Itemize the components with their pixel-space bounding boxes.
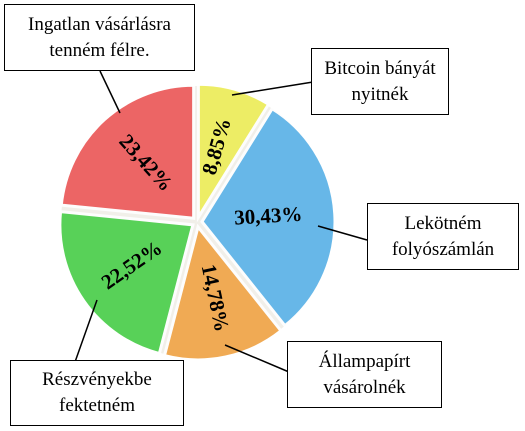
pie-slice xyxy=(196,82,271,223)
leader-line xyxy=(224,344,290,373)
pie-slice xyxy=(162,223,284,362)
leader-line xyxy=(74,299,98,363)
leader-line xyxy=(231,81,314,96)
pie-slice xyxy=(58,210,195,356)
leader-line xyxy=(99,70,121,114)
category-label: Bitcoin bányát nyitnék xyxy=(311,48,449,115)
category-label: Ingatlan vásárlásra tenném félre. xyxy=(4,4,195,71)
pie-slice xyxy=(200,106,337,328)
pie-slice xyxy=(59,83,196,220)
value-label: 30,43% xyxy=(233,202,303,230)
leader-line xyxy=(317,225,368,241)
category-label: Állampapírt vásárolnék xyxy=(287,341,442,408)
category-label: Részvényekbe fektetném xyxy=(10,360,184,426)
category-label: Lekötném folyószámlán xyxy=(367,203,519,270)
